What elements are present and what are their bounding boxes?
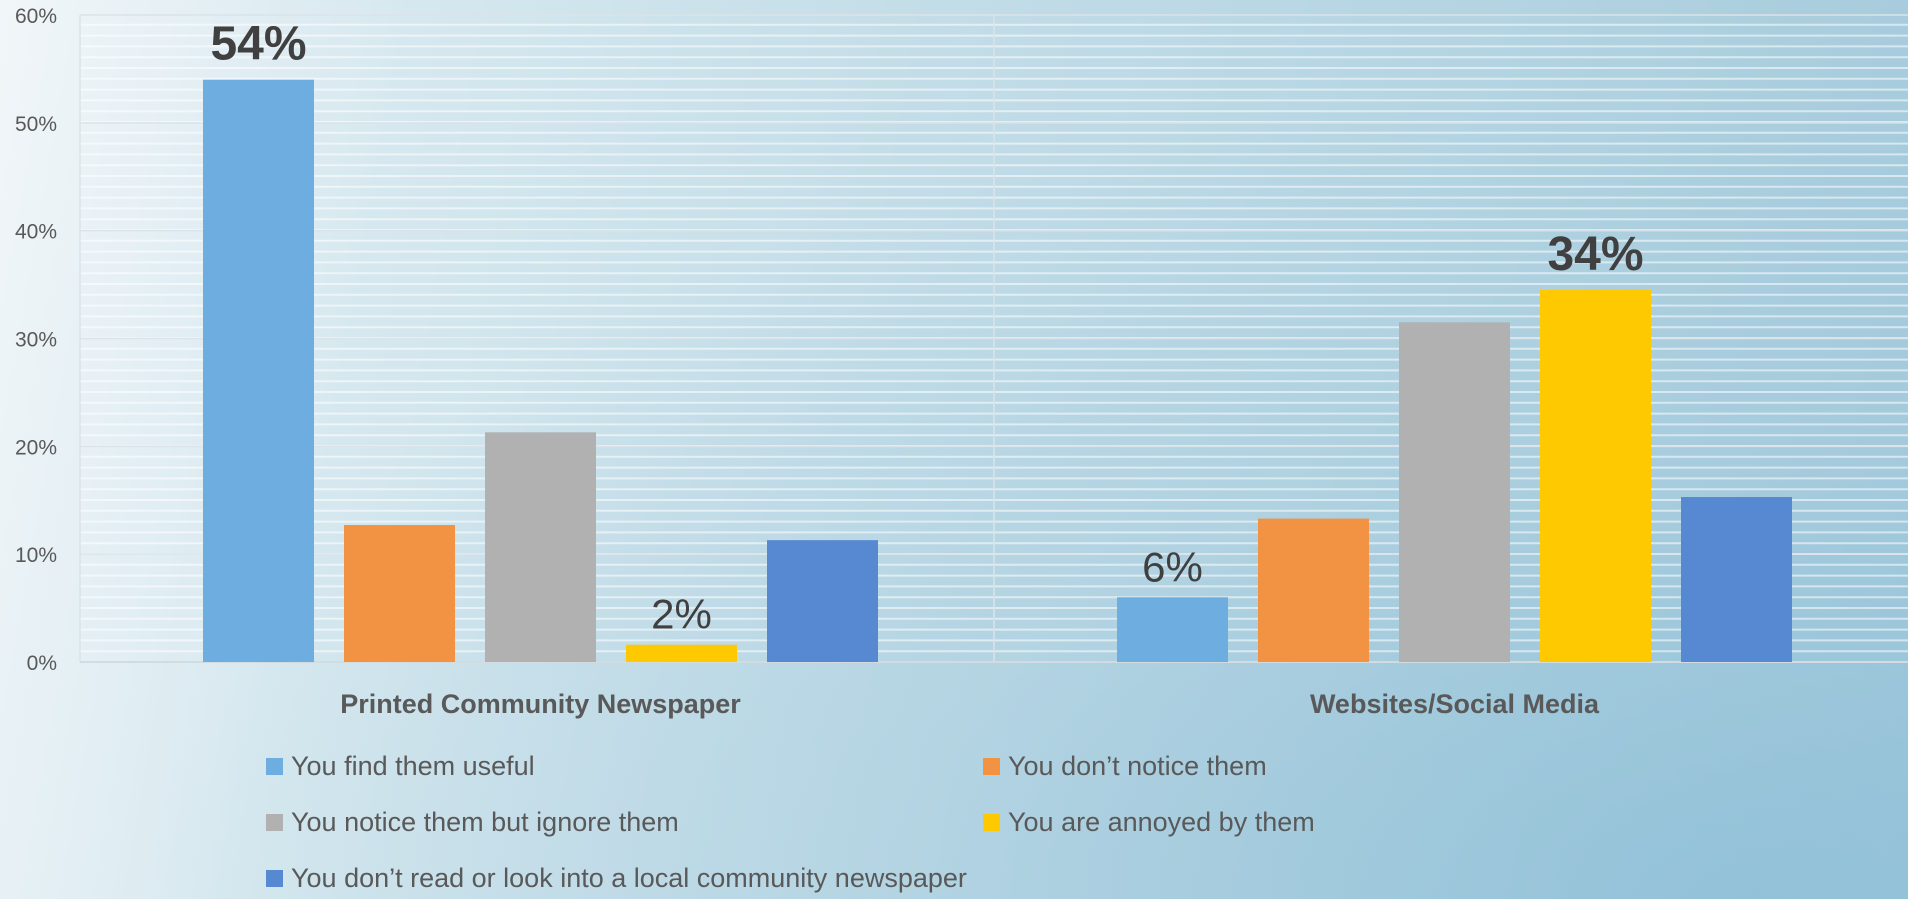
data-label: 54% — [210, 18, 306, 71]
y-tick-label: 50% — [15, 113, 57, 136]
legend-item-annoyed[interactable]: You are annoyed by them — [983, 806, 1543, 838]
bar[interactable] — [1117, 597, 1228, 662]
y-tick-label: 10% — [15, 544, 57, 567]
bar[interactable] — [1258, 518, 1369, 662]
bar[interactable] — [1399, 322, 1510, 662]
bar[interactable] — [1681, 497, 1792, 662]
legend-label-notice-ignore: You notice them but ignore them — [291, 807, 679, 837]
legend-item-dont-read[interactable]: You don’t read or look into a local comm… — [266, 862, 983, 894]
legend-item-notice-ignore[interactable]: You notice them but ignore them — [266, 806, 983, 838]
data-label: 2% — [651, 591, 712, 638]
legend-label-dont-read: You don’t read or look into a local comm… — [291, 863, 967, 893]
bar[interactable] — [767, 540, 878, 662]
y-tick-label: 20% — [15, 436, 57, 459]
bar[interactable] — [1540, 289, 1651, 662]
legend-item-useful[interactable]: You find them useful — [266, 750, 983, 782]
legend-swatch-useful — [266, 757, 283, 775]
y-tick-label: 0% — [27, 652, 57, 675]
bar[interactable] — [203, 79, 314, 662]
y-tick-label: 30% — [15, 329, 57, 352]
y-tick-label: 40% — [15, 221, 57, 244]
data-label: 34% — [1547, 228, 1643, 281]
legend-swatch-dont-notice — [983, 757, 1000, 775]
legend: You find them useful You don’t notice th… — [266, 750, 1543, 894]
x-category-label: Websites/Social Media — [1310, 689, 1600, 719]
y-tick-label: 60% — [15, 5, 57, 28]
legend-swatch-notice-ignore — [266, 813, 283, 831]
legend-swatch-dont-read — [266, 869, 283, 887]
data-label: 6% — [1142, 543, 1203, 590]
legend-swatch-annoyed — [983, 813, 1000, 831]
bar[interactable] — [626, 644, 737, 662]
legend-label-useful: You find them useful — [291, 751, 535, 781]
bar[interactable] — [485, 432, 596, 662]
bar[interactable] — [344, 525, 455, 662]
legend-label-dont-notice: You don’t notice them — [1008, 751, 1267, 781]
legend-label-annoyed: You are annoyed by them — [1008, 807, 1315, 837]
x-category-label: Printed Community Newspaper — [340, 689, 741, 719]
legend-item-dont-notice[interactable]: You don’t notice them — [983, 750, 1543, 782]
